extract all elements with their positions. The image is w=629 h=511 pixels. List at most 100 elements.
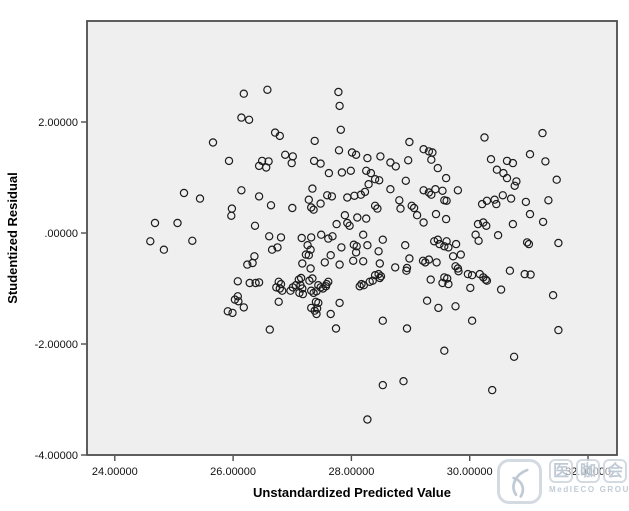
x-axis-tick-label: 30.00000 [447,466,493,478]
data-point [481,275,490,284]
data-point [402,266,411,275]
data-point [422,296,432,305]
data-point [520,269,529,279]
data-point [334,146,344,155]
data-point [308,274,317,283]
data-point [263,85,272,95]
x-axis-tick-label: 28.00000 [328,466,374,478]
data-point [356,190,366,199]
data-point [474,236,483,245]
data-point [362,214,371,223]
data-point [493,230,503,240]
data-point [399,377,408,386]
data-point [310,136,319,146]
data-point [320,258,329,267]
data-point [374,247,383,256]
data-point [448,252,458,261]
data-point [405,254,414,263]
data-point [273,243,282,252]
data-point [386,158,395,167]
data-point [328,232,337,241]
y-axis-tick-label: 2.00000 [38,117,78,129]
data-point [334,87,343,97]
data-point [505,266,515,275]
data-point [405,137,414,147]
data-point [309,205,318,214]
data-point [370,201,380,210]
data-point [275,284,284,293]
data-point [347,148,357,157]
data-point [502,173,512,183]
data-point [234,297,243,306]
data-point [426,275,435,284]
data-point [363,415,372,424]
data-point [522,238,532,247]
data-point [349,256,358,265]
data-point [424,255,434,264]
data-point [267,245,277,254]
data-point [401,240,410,250]
data-point [435,239,444,249]
data-point [307,286,316,295]
data-point [401,176,410,185]
data-point [490,195,499,204]
data-point [337,243,346,252]
x-axis-title: Unstandardized Predicted Value [253,485,451,500]
data-point [454,267,463,276]
data-point [245,278,254,288]
data-point [443,274,452,283]
data-point [274,297,283,306]
data-point [324,277,333,286]
data-point [441,173,451,183]
data-point [262,163,271,172]
data-point [351,150,361,159]
data-point [492,199,501,209]
data-point [308,184,317,193]
data-point [498,191,507,200]
data-point [275,131,284,141]
data-point [179,188,189,198]
data-point [298,259,307,268]
data-point [173,218,182,228]
data-point [508,158,518,168]
data-point [441,214,451,224]
data-point [335,298,344,308]
data-point [233,292,242,301]
y-axis-title: Studentized Residual [5,172,20,303]
data-point [228,308,237,318]
data-point [391,263,400,272]
data-point [355,282,364,291]
data-point [409,203,419,213]
data-point [407,201,416,210]
data-point [428,148,437,157]
data-point [251,278,260,288]
data-point [521,197,531,207]
data-point [324,168,334,178]
data-point [307,233,316,242]
data-point [352,242,361,251]
data-point [554,325,563,335]
data-point [538,217,548,227]
data-point [453,186,463,195]
data-point [351,248,361,257]
data-point [402,324,412,333]
data-point [254,278,264,287]
data-point [433,235,442,244]
data-point [332,219,341,229]
data-point [265,232,274,241]
data-point [541,157,550,166]
data-point [359,257,368,266]
x-axis-tick-label: 26.00000 [210,466,256,478]
data-point [336,125,345,135]
data-point [440,242,449,251]
data-point [378,380,387,390]
data-point [265,325,274,334]
data-point [288,203,297,213]
data-point [482,221,491,230]
data-point [150,218,160,228]
data-point [317,230,326,239]
y-axis-tick-label: -2.00000 [35,339,78,351]
data-point [287,158,296,168]
data-point [442,237,451,246]
x-axis-tick-label: 24.00000 [92,466,138,478]
